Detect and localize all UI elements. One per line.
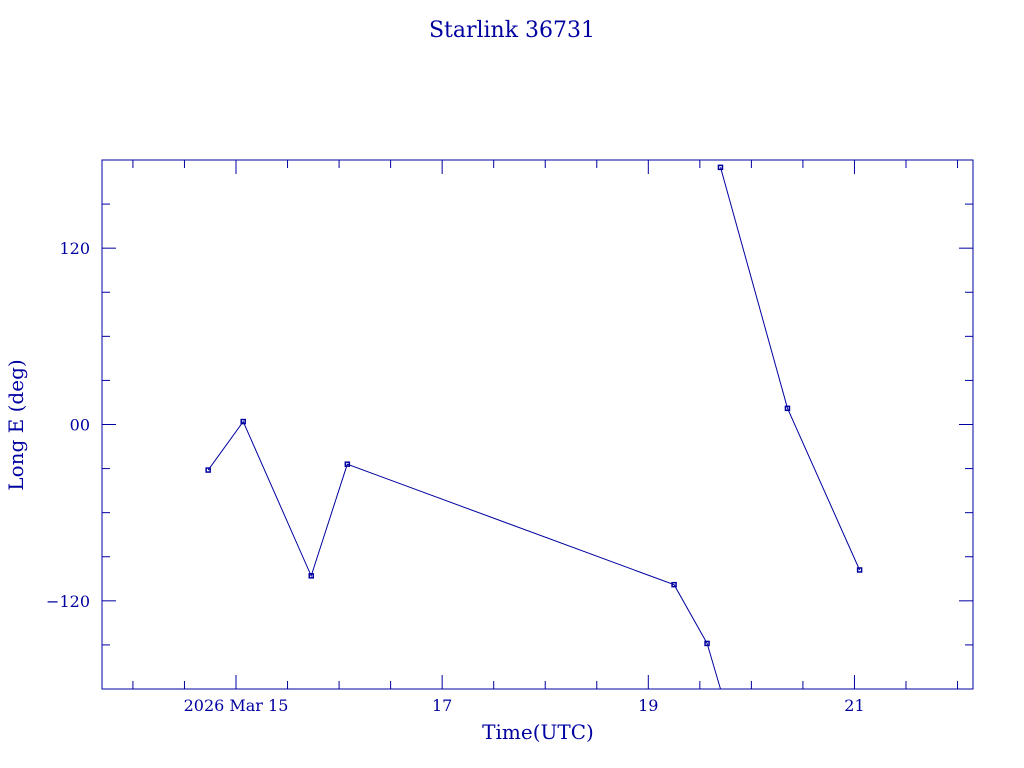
x-axis-ticks: 2026 Mar 15 17 19 21 [132, 160, 959, 715]
x-tick-label: 17 [432, 696, 452, 715]
data-point [205, 467, 211, 473]
plot-frame [101, 159, 974, 690]
data-point [717, 164, 724, 171]
series-line [720, 167, 861, 571]
x-tick-label: 2026 Mar 15 [184, 696, 289, 715]
data-point [856, 567, 863, 573]
y-tick-label: 00 [70, 416, 90, 435]
y-axis-ticks: 120 00 −120 [46, 203, 973, 646]
y-tick-label: −120 [46, 592, 90, 611]
data-point [671, 581, 677, 588]
y-axis-label: Long E (deg) [4, 359, 28, 490]
series-group [205, 164, 863, 690]
data-point [704, 640, 710, 647]
x-tick-label: 21 [844, 696, 864, 715]
x-tick-label: 19 [638, 696, 658, 715]
chart-title: Starlink 36731 [429, 18, 595, 43]
data-point [308, 573, 314, 579]
data-point [784, 405, 791, 412]
data-point [240, 418, 246, 425]
x-axis-label: Time(UTC) [482, 720, 594, 744]
data-point [344, 461, 351, 467]
y-tick-label: 120 [59, 239, 90, 258]
series-line [207, 420, 721, 690]
